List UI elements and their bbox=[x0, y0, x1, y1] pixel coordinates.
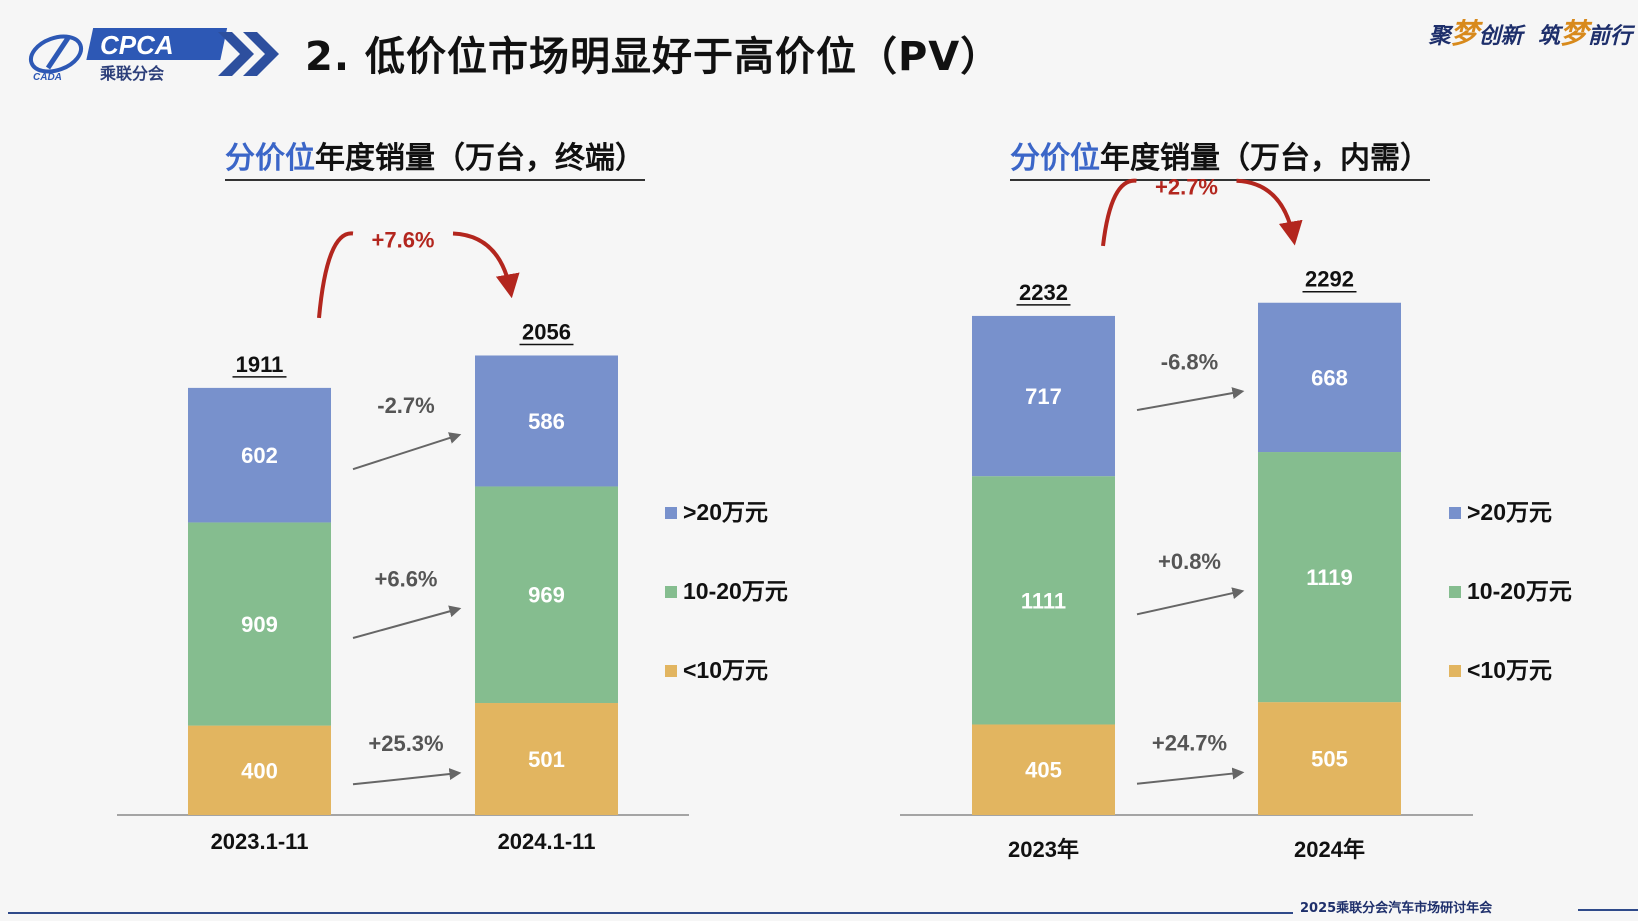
trend-arrow bbox=[352, 432, 462, 471]
bar-segment bbox=[475, 355, 618, 487]
growth-arc-left bbox=[1101, 178, 1137, 247]
data-label: 717 bbox=[1025, 384, 1062, 409]
data-label: 1111 bbox=[1021, 588, 1066, 613]
cpca-logo: CPCA 乘联分会 CADA bbox=[28, 28, 279, 83]
chart-title-highlight: 分价位 bbox=[225, 141, 315, 176]
legend-swatch bbox=[665, 665, 677, 677]
legend-swatch bbox=[1449, 586, 1461, 598]
growth-arc-right bbox=[1236, 178, 1303, 246]
chart-title-text: 年度销量（万台，终端） bbox=[315, 141, 645, 176]
bar-segment bbox=[972, 724, 1115, 815]
trend-arrow bbox=[352, 605, 462, 639]
trend-arrow bbox=[1136, 587, 1245, 616]
slogan-part-6: 前行 bbox=[1587, 24, 1632, 49]
data-label: 505 bbox=[1311, 747, 1348, 772]
logo-text: CPCA bbox=[100, 30, 174, 60]
legend-label: >20万元 bbox=[683, 499, 768, 525]
trend-arrow bbox=[1136, 387, 1245, 412]
data-label: 969 bbox=[528, 583, 565, 608]
bar-segment bbox=[188, 387, 331, 523]
footer-text: 2025乘联分会汽车市场研讨年会 bbox=[1300, 901, 1493, 916]
data-label: 1119 bbox=[1306, 565, 1353, 590]
bar-segment bbox=[475, 703, 618, 815]
data-label: 586 bbox=[528, 409, 565, 434]
page-title: 2. 低价位市场明显好于高价位（PV） bbox=[305, 34, 1002, 80]
total-change-label: +7.6% bbox=[372, 227, 435, 252]
bar-segment bbox=[475, 486, 618, 704]
trend-arrow bbox=[352, 768, 462, 786]
legend-swatch bbox=[665, 507, 677, 519]
data-label: 501 bbox=[528, 747, 565, 772]
chart-title-text: 年度销量（万台，内需） bbox=[1100, 141, 1430, 176]
category-label: 2024年 bbox=[1294, 837, 1365, 862]
footer-line-right bbox=[1578, 909, 1638, 911]
bar-segment bbox=[188, 522, 331, 726]
chart-title-terminal: 分价位年度销量（万台，终端） bbox=[225, 133, 645, 181]
change-label: +6.6% bbox=[375, 567, 438, 592]
logo-subtext: 乘联分会 bbox=[99, 64, 164, 83]
data-label: 602 bbox=[241, 443, 278, 468]
change-label: -2.7% bbox=[377, 393, 434, 418]
growth-arc-right bbox=[452, 231, 520, 299]
bar-segment bbox=[972, 476, 1115, 725]
change-label: +24.7% bbox=[1152, 731, 1227, 756]
chart-title-highlight: 分价位 bbox=[1010, 141, 1100, 176]
legend-label: 10-20万元 bbox=[683, 578, 788, 604]
slogan-part-2: 梦 bbox=[1450, 17, 1479, 50]
legend-label: <10万元 bbox=[1467, 657, 1552, 683]
slogan: 聚梦创新 筑梦前行 bbox=[1429, 12, 1632, 52]
slogan-part-5: 梦 bbox=[1559, 17, 1588, 50]
bar-segment bbox=[188, 725, 331, 815]
total-change-label: +2.7% bbox=[1155, 175, 1218, 200]
data-label: 400 bbox=[241, 758, 278, 783]
total-label: 2232 bbox=[1019, 280, 1068, 305]
bar-segment bbox=[1258, 452, 1401, 703]
chart-title-domestic: 分价位年度销量（万台，内需） bbox=[1010, 133, 1430, 181]
footer-line bbox=[8, 912, 1293, 914]
legend-label: >20万元 bbox=[1467, 499, 1552, 525]
total-label: 1911 bbox=[236, 352, 284, 377]
slogan-part-1: 聚 bbox=[1428, 24, 1451, 49]
total-label: 2292 bbox=[1305, 267, 1354, 292]
slogan-part-3: 创新 bbox=[1478, 24, 1523, 49]
data-label: 405 bbox=[1025, 758, 1062, 783]
total-label: 2056 bbox=[522, 319, 571, 344]
change-label: +0.8% bbox=[1158, 549, 1221, 574]
data-label: 668 bbox=[1311, 365, 1348, 390]
bar-segment bbox=[972, 315, 1115, 477]
logo-small-text: CADA bbox=[33, 72, 62, 83]
category-label: 2023.1-11 bbox=[211, 829, 309, 854]
trend-arrow bbox=[1136, 767, 1245, 785]
legend-label: 10-20万元 bbox=[1467, 578, 1572, 604]
legend-swatch bbox=[1449, 665, 1461, 677]
category-label: 2023年 bbox=[1008, 837, 1079, 862]
change-label: +25.3% bbox=[368, 731, 443, 756]
legend-label: <10万元 bbox=[683, 657, 768, 683]
bar-segment bbox=[1258, 702, 1401, 815]
data-label: 909 bbox=[241, 612, 278, 637]
change-label: -6.8% bbox=[1161, 349, 1218, 374]
slogan-part-4: 筑 bbox=[1537, 24, 1560, 49]
category-label: 2024.1-11 bbox=[498, 829, 596, 854]
legend-swatch bbox=[1449, 507, 1461, 519]
legend-swatch bbox=[665, 586, 677, 598]
bar-segment bbox=[1258, 302, 1401, 453]
growth-arc-left bbox=[317, 231, 354, 319]
